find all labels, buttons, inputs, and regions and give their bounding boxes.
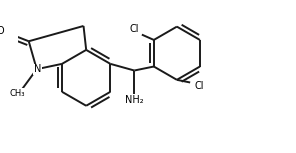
Text: Cl: Cl	[195, 82, 204, 91]
Text: NH₂: NH₂	[125, 95, 144, 105]
Text: N: N	[34, 64, 41, 74]
Text: O: O	[0, 26, 4, 36]
Text: CH₃: CH₃	[9, 89, 25, 98]
Text: Cl: Cl	[129, 24, 139, 34]
